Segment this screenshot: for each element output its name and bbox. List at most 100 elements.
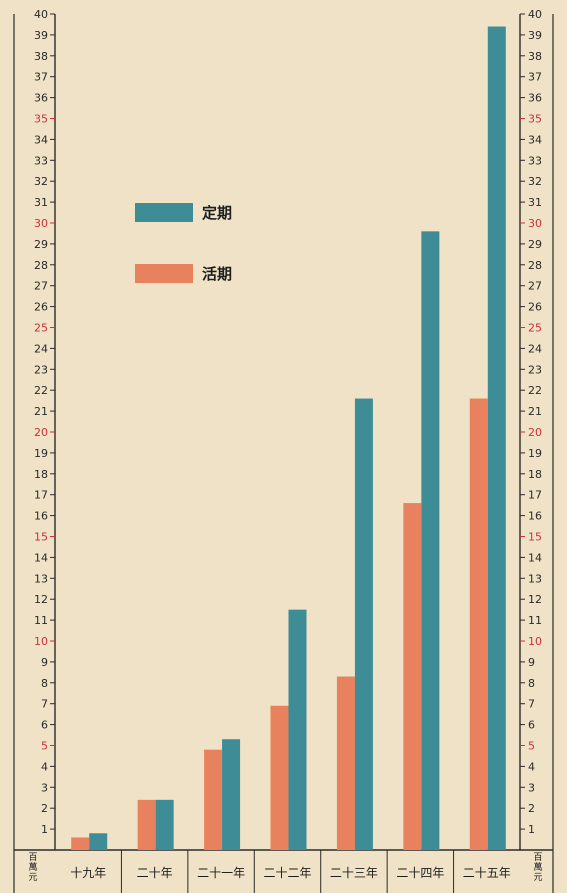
right-unit-label: 百 <box>533 852 542 863</box>
legend-swatch <box>135 203 193 222</box>
right-tick-label: 36 <box>528 92 542 105</box>
left-tick-label: 27 <box>34 280 48 293</box>
legend-label: 活期 <box>202 265 232 283</box>
left-tick-label: 37 <box>34 71 48 84</box>
left-tick-label: 32 <box>34 175 48 188</box>
left-tick-label: 33 <box>34 154 48 167</box>
right-tick-label: 21 <box>528 405 542 418</box>
left-unit-label: 萬 <box>28 861 37 873</box>
legend-swatch <box>135 264 193 283</box>
left-tick-label: 15 <box>34 531 48 544</box>
left-tick-label: 34 <box>34 133 48 146</box>
left-tick-label: 30 <box>34 217 48 230</box>
bars-group <box>71 26 506 851</box>
right-tick-label: 20 <box>528 426 542 439</box>
right-tick-label: 13 <box>528 572 542 585</box>
left-tick-label: 28 <box>34 259 48 272</box>
left-tick-label: 9 <box>41 656 48 669</box>
left-tick-label: 26 <box>34 301 48 314</box>
right-tick-label: 14 <box>528 551 542 564</box>
right-tick-label: 38 <box>528 50 542 63</box>
right-tick-label: 1 <box>528 823 535 836</box>
left-tick-label: 24 <box>34 342 48 355</box>
left-tick-label: 31 <box>34 196 48 209</box>
right-tick-label: 5 <box>528 740 535 753</box>
right-tick-label: 15 <box>528 531 542 544</box>
left-tick-label: 20 <box>34 426 48 439</box>
left-unit-label: 百 <box>28 852 37 863</box>
right-tick-label: 8 <box>528 677 535 690</box>
right-tick-label: 6 <box>528 719 535 732</box>
bar-current <box>137 799 156 850</box>
left-tick-label: 12 <box>34 593 48 606</box>
right-tick-label: 22 <box>528 384 542 397</box>
right-tick-label: 23 <box>528 363 542 376</box>
left-tick-label: 36 <box>34 92 48 105</box>
left-tick-label: 18 <box>34 468 48 481</box>
right-tick-label: 10 <box>528 635 542 648</box>
right-tick-label: 2 <box>528 802 535 815</box>
left-tick-label: 1 <box>41 823 48 836</box>
right-tick-label: 39 <box>528 29 542 42</box>
left-tick-label: 6 <box>41 719 48 732</box>
right-unit-label: 元 <box>533 873 542 883</box>
right-unit-label: 萬 <box>533 861 542 873</box>
bar-current <box>336 676 355 850</box>
left-tick-label: 10 <box>34 635 48 648</box>
category-labels: 十九年 二十年 二十一年 二十二年 二十三年 二十四年 二十五年 <box>70 866 511 880</box>
left-tick-label: 3 <box>41 781 48 794</box>
right-tick-label: 9 <box>528 656 535 669</box>
right-tick-label: 12 <box>528 593 542 606</box>
left-tick-label: 29 <box>34 238 48 251</box>
category-label: 二十年 <box>137 866 173 880</box>
bar-current <box>270 705 289 850</box>
left-unit-label: 元 <box>28 873 37 883</box>
left-tick-label: 16 <box>34 510 48 523</box>
right-tick-label: 19 <box>528 447 542 460</box>
right-tick-label: 3 <box>528 781 535 794</box>
right-tick-label: 24 <box>528 342 542 355</box>
right-tick-label: 7 <box>528 698 535 711</box>
left-tick-label: 13 <box>34 572 48 585</box>
left-tick-label: 40 <box>34 8 48 21</box>
right-y-axis: 1234567891011121314151617181920212223242… <box>520 8 542 836</box>
right-tick-label: 31 <box>528 196 542 209</box>
left-tick-label: 2 <box>41 802 48 815</box>
right-tick-label: 17 <box>528 489 542 502</box>
left-tick-label: 22 <box>34 384 48 397</box>
right-tick-label: 27 <box>528 280 542 293</box>
category-label: 二十五年 <box>463 866 511 880</box>
left-tick-label: 7 <box>41 698 48 711</box>
category-label: 十九年 <box>70 866 106 880</box>
right-tick-label: 26 <box>528 301 542 314</box>
right-tick-label: 16 <box>528 510 542 523</box>
bar-current <box>71 837 90 850</box>
left-tick-label: 14 <box>34 551 48 564</box>
left-tick-label: 8 <box>41 677 48 690</box>
category-label: 二十三年 <box>330 866 378 880</box>
bar-current <box>403 503 422 850</box>
right-tick-label: 35 <box>528 113 542 126</box>
right-tick-label: 32 <box>528 175 542 188</box>
bar-fixed <box>354 398 373 850</box>
left-tick-label: 4 <box>41 760 48 773</box>
category-label: 二十四年 <box>396 866 444 880</box>
left-tick-label: 19 <box>34 447 48 460</box>
bar-fixed <box>487 26 506 851</box>
bar-fixed <box>288 609 307 850</box>
category-label: 二十二年 <box>263 866 311 880</box>
right-tick-label: 29 <box>528 238 542 251</box>
bar-fixed <box>155 799 174 850</box>
right-tick-label: 30 <box>528 217 542 230</box>
bar-fixed <box>222 739 241 850</box>
left-y-axis: 1234567891011121314151617181920212223242… <box>34 8 55 836</box>
category-label: 二十一年 <box>197 866 245 880</box>
legend-label: 定期 <box>202 204 232 222</box>
left-tick-label: 21 <box>34 405 48 418</box>
right-tick-label: 40 <box>528 8 542 21</box>
right-tick-label: 4 <box>528 760 535 773</box>
right-tick-label: 37 <box>528 71 542 84</box>
bar-fixed <box>421 231 440 851</box>
